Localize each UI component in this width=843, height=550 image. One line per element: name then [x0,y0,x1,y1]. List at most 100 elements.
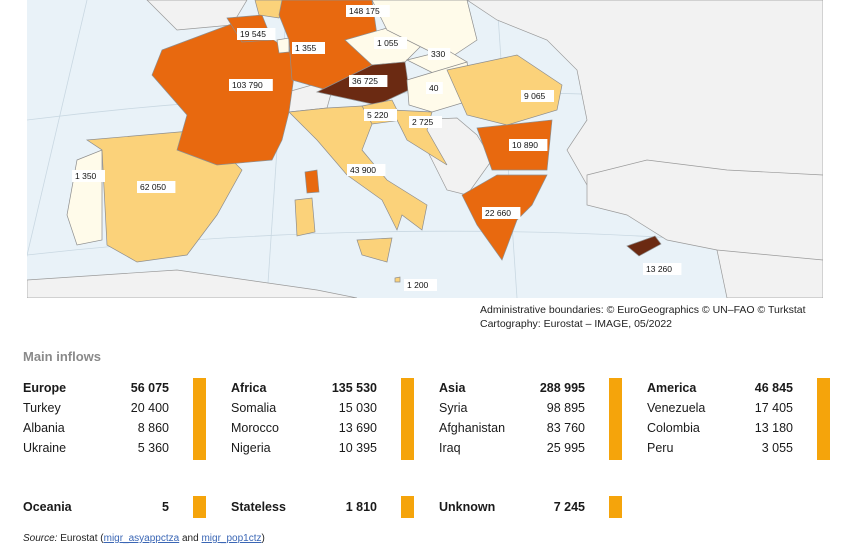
inflow-other-row: Oceania 5 [23,497,213,517]
map-label-austria: 36 725 [352,76,378,86]
map-label-portugal: 1 350 [75,171,97,181]
inflow-other-row: Stateless 1 810 [231,497,421,517]
inflow-name: Turkey [23,401,61,415]
inflow-group-america: America 46 845 Venezuela 17 405 Colombia 13 1… [647,378,837,460]
country-sicily [356,237,393,263]
inflow-name: Somalia [231,401,277,415]
map-value-labels: 19 545 148 175 1 355 1 055 330 36 725 40 103 79… [72,5,682,291]
inflow-row: Iraq 25 995 [439,438,629,458]
inflow-bar-marker [817,378,830,460]
inflow-value: 135 530 [331,381,377,395]
inflow-name: Ukraine [23,441,67,455]
inflow-name: Morocco [231,421,279,435]
inflow-other-oceania: Oceania 5 [23,496,213,518]
map-label-slovakia: 330 [431,49,445,59]
map-label-box-hungary [426,82,443,94]
inflow-bar-marker [193,496,206,518]
inflow-group-total: Africa 135 530 [231,378,421,398]
inflow-value: 25 995 [546,441,585,455]
inflow-name: Oceania [23,500,72,514]
map-label-greece: 22 660 [485,208,511,218]
inflow-name: Venezuela [647,401,706,415]
inflow-row: Somalia 15 030 [231,398,421,418]
inflow-value: 3 055 [761,441,793,455]
source-link-pop1ctz[interactable]: migr_pop1ctz [201,533,262,544]
inflow-value: 10 395 [338,441,377,455]
map-svg: 19 545 148 175 1 355 1 055 330 36 725 40 103 79… [27,0,823,298]
inflow-row: Albania 8 860 [23,418,213,438]
inflow-row: Venezuela 17 405 [647,398,837,418]
inflow-value: 13 180 [754,421,793,435]
map-label-box-czechia [374,37,407,49]
country-romania [446,54,563,126]
map-label-cyprus: 13 260 [646,264,672,274]
inflow-value: 5 360 [137,441,169,455]
inflow-value: 13 690 [338,421,377,435]
map-label-box-belgium [237,28,276,40]
inflow-value: 8 860 [137,421,169,435]
source-close: ) [261,533,265,544]
inflow-row: Morocco 13 690 [231,418,421,438]
map-label-slovenia: 5 220 [367,110,389,120]
country-portugal [66,149,103,246]
inflow-value: 7 245 [553,500,585,514]
inflow-group-total: Asia 288 995 [439,378,629,398]
map-credits: Administrative boundaries: © EuroGeograp… [480,303,806,331]
inflow-name: Unknown [439,500,496,514]
country-sardinia [294,197,316,237]
country-croatia [391,109,448,166]
inflow-value: 17 405 [754,401,793,415]
inflow-row: Nigeria 10 395 [231,438,421,458]
map-label-italy: 43 900 [350,165,376,175]
inflow-row: Peru 3 055 [647,438,837,458]
credits-cartography: Cartography: Eurostat – IMAGE, 05/2022 [480,318,673,330]
inflow-bar-marker [401,496,414,518]
map-label-box-austria [349,75,388,87]
inflow-name: Albania [23,421,65,435]
inflow-row: Afghanistan 83 760 [439,418,629,438]
source-link-asyappctza[interactable]: migr_asyappctza [103,533,180,544]
inflow-bar-marker [609,496,622,518]
country-cyprus [626,235,662,257]
map-label-box-slovenia [364,109,397,121]
map-label-box-cyprus [643,263,682,275]
inflow-name: Syria [439,401,468,415]
inflow-other-stateless: Stateless 1 810 [231,496,421,518]
inflow-name: Afghanistan [439,421,506,435]
main-inflows-title: Main inflows [23,349,101,364]
inflow-row: Colombia 13 180 [647,418,837,438]
map-label-luxembourg: 1 355 [295,43,317,53]
source-note: Source: Eurostat (migr_asyappctza and mi… [23,533,265,544]
land-turkey [586,159,823,261]
inflow-value: 98 895 [546,401,585,415]
map-label-belgium: 19 545 [240,29,266,39]
inflow-group-total: America 46 845 [647,378,837,398]
inflow-name: America [647,381,697,395]
source-text: Eurostat ( [60,533,104,544]
map-label-romania: 9 065 [524,91,546,101]
inflow-name: Europe [23,381,67,395]
inflow-value: 1 810 [345,500,377,514]
map-label-hungary: 40 [429,83,439,93]
country-malta [394,276,401,283]
country-netherlands [254,0,286,19]
land-north-africa [27,269,358,298]
map-label-box-france [229,79,273,91]
choropleth-map: 19 545 148 175 1 355 1 055 330 36 725 40 103 79… [27,0,823,298]
inflow-row: Turkey 20 400 [23,398,213,418]
inflow-group-asia: Asia 288 995 Syria 98 895 Afghanistan 83 760 I… [439,378,629,460]
inflow-row: Syria 98 895 [439,398,629,418]
inflow-bar-marker [193,378,206,460]
inflow-name: Colombia [647,421,700,435]
map-label-bulgaria: 10 890 [512,140,538,150]
map-label-box-greece [482,207,521,219]
inflow-value: 288 995 [539,381,585,395]
map-label-box-spain [137,181,176,193]
inflow-name: Iraq [439,441,461,455]
map-label-box-malta [404,279,437,291]
inflow-value: 15 030 [338,401,377,415]
map-label-box-croatia [409,116,442,128]
map-label-croatia: 2 725 [412,117,434,127]
map-label-france: 103 790 [232,80,263,90]
land-balkans [411,117,493,196]
